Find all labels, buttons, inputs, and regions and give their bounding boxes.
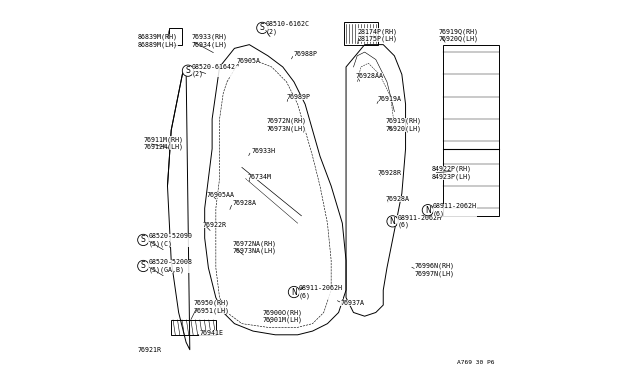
Text: 76928A: 76928A <box>232 200 257 206</box>
Text: 76933(RH)
76934(LH): 76933(RH) 76934(LH) <box>191 34 228 48</box>
Text: 76928R: 76928R <box>378 170 402 176</box>
Text: 08911-2062H
(6): 08911-2062H (6) <box>299 285 343 299</box>
Text: 76734M: 76734M <box>248 174 271 180</box>
Text: 76905AA: 76905AA <box>207 192 234 198</box>
Text: 76933H: 76933H <box>251 148 275 154</box>
Text: 76972NA(RH)
76973NA(LH): 76972NA(RH) 76973NA(LH) <box>232 240 276 254</box>
Text: S: S <box>186 66 190 75</box>
Text: 76988P: 76988P <box>294 51 318 57</box>
Text: N: N <box>390 217 396 226</box>
Text: 76950(RH)
76951(LH): 76950(RH) 76951(LH) <box>193 300 230 314</box>
Text: 84922P(RH)
84923P(LH): 84922P(RH) 84923P(LH) <box>431 166 472 180</box>
Text: 08520-52008
(5)(GA,B): 08520-52008 (5)(GA,B) <box>148 259 192 273</box>
Text: 76996N(RH)
76997N(LH): 76996N(RH) 76997N(LH) <box>415 263 455 277</box>
Text: 76972N(RH)
76973N(LH): 76972N(RH) 76973N(LH) <box>266 118 306 132</box>
Text: 08911-2062H
(6): 08911-2062H (6) <box>397 215 442 228</box>
Text: 76989P: 76989P <box>287 94 310 100</box>
Text: 76919A: 76919A <box>378 96 402 102</box>
Text: 08520-52090
(5)(C): 08520-52090 (5)(C) <box>148 233 192 247</box>
Text: 76928A: 76928A <box>385 196 409 202</box>
Text: 76921R: 76921R <box>138 347 162 353</box>
Text: S: S <box>141 262 146 270</box>
Text: 76928AA: 76928AA <box>355 73 383 79</box>
Text: 08911-2062H
(6): 08911-2062H (6) <box>433 203 477 217</box>
Text: 86839M(RH)
86889M(LH): 86839M(RH) 86889M(LH) <box>138 34 178 48</box>
Text: 28174P(RH)
28175P(LH): 28174P(RH) 28175P(LH) <box>357 28 397 42</box>
Text: 76905A: 76905A <box>236 58 260 64</box>
Text: 76922R: 76922R <box>203 222 227 228</box>
Text: 76919(RH)
76920(LH): 76919(RH) 76920(LH) <box>385 118 421 132</box>
Text: N: N <box>425 206 431 215</box>
Text: 08510-6162C
(2): 08510-6162C (2) <box>266 21 310 35</box>
Text: S: S <box>260 23 265 32</box>
Text: 76919Q(RH)
76920Q(LH): 76919Q(RH) 76920Q(LH) <box>439 28 479 42</box>
Text: 08520-61642
(2): 08520-61642 (2) <box>191 64 236 77</box>
Text: S: S <box>141 235 146 244</box>
Text: N: N <box>291 288 297 296</box>
Text: 76911M(RH)
76912M(LH): 76911M(RH) 76912M(LH) <box>143 136 183 150</box>
Text: 76941E: 76941E <box>199 330 223 336</box>
Text: 76937A: 76937A <box>340 300 364 306</box>
Text: A769 30 P6: A769 30 P6 <box>458 360 495 365</box>
Text: 76900O(RH)
76901M(LH): 76900O(RH) 76901M(LH) <box>262 309 302 323</box>
